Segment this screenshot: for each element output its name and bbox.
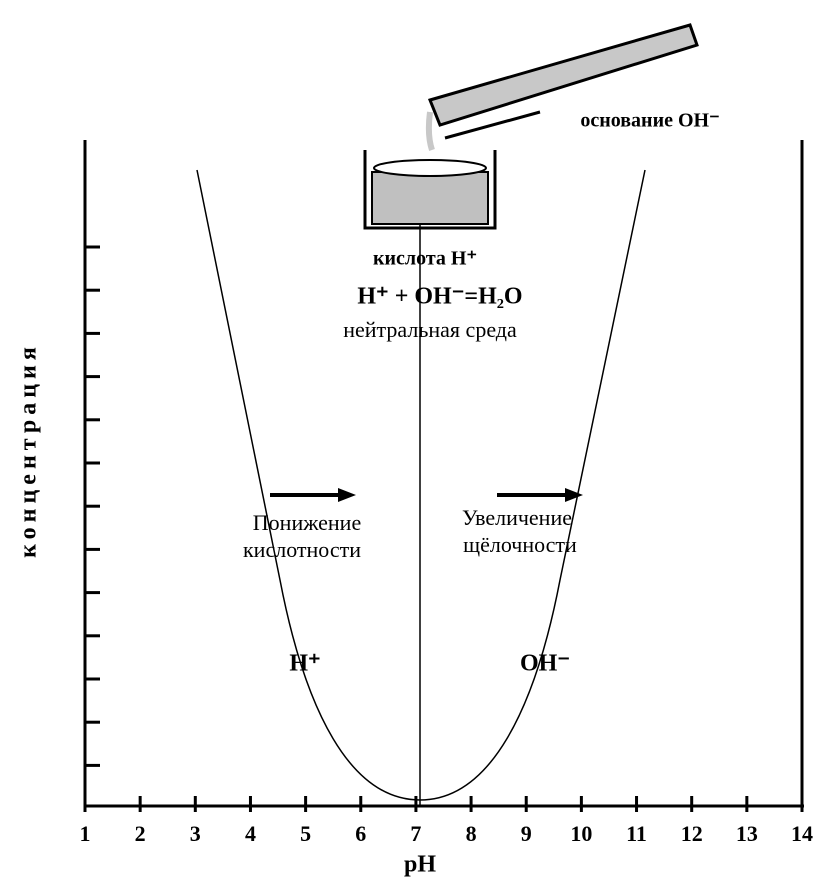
base-label: основание OH⁻ — [580, 110, 719, 132]
diagram: 1234567891011121314 основание OH⁻ кислот… — [0, 0, 822, 882]
neutral-label: нейтральная среда — [343, 317, 517, 342]
y-axis-label: концентрация — [16, 342, 42, 558]
x-tick-label: 12 — [681, 821, 703, 846]
x-tick-label: 3 — [190, 821, 201, 846]
x-tick-label: 7 — [410, 821, 421, 846]
x-tick-label: 10 — [570, 821, 592, 846]
x-tick-label: 13 — [736, 821, 758, 846]
x-tick-label: 6 — [355, 821, 366, 846]
x-tick-label: 8 — [466, 821, 477, 846]
h-curve-label: H⁺ — [289, 651, 320, 677]
y-ticks — [85, 247, 100, 765]
alkali-increase: щёлочности — [463, 532, 577, 557]
x-tick-label: 1 — [80, 821, 91, 846]
reaction: H⁺ + OH⁻=H₂O — [357, 284, 522, 310]
x-tick-label: 5 — [300, 821, 311, 846]
x-tick-label: 4 — [245, 821, 256, 846]
arrows — [270, 488, 583, 502]
x-tick-label: 11 — [626, 821, 647, 846]
x-tick-label: 14 — [791, 821, 813, 846]
oh-curve-label: OH⁻ — [520, 651, 570, 677]
x-tick-label: 9 — [521, 821, 532, 846]
x-axis-label: pH — [404, 852, 436, 878]
acid-decrease: Понижение — [253, 510, 361, 535]
alkali-increase: Увеличение — [462, 505, 572, 530]
x-tick-label: 2 — [135, 821, 146, 846]
beaker — [365, 150, 495, 228]
acid-decrease: кислотности — [243, 537, 361, 562]
acid-label: кислота H⁺ — [373, 248, 477, 270]
